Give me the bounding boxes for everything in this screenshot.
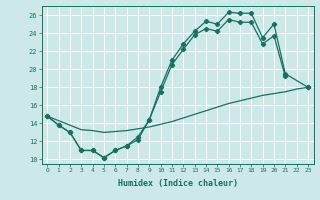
X-axis label: Humidex (Indice chaleur): Humidex (Indice chaleur) xyxy=(118,179,237,188)
